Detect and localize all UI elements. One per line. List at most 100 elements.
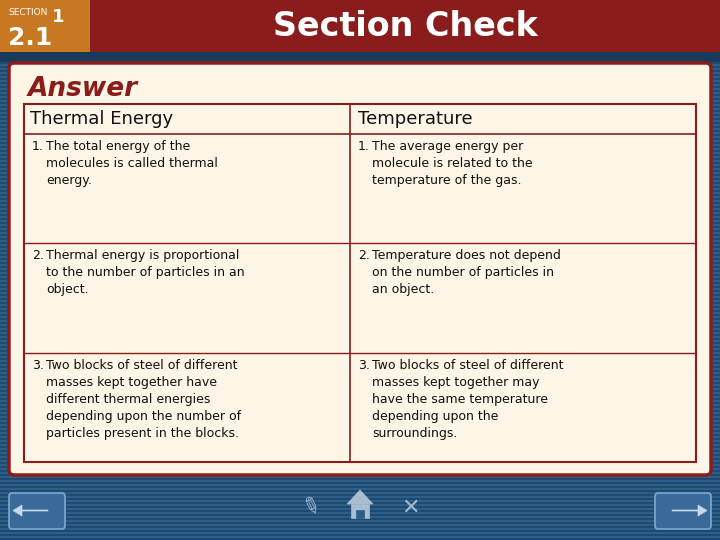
Bar	[0, 298, 720, 300]
Bar	[0, 398, 720, 400]
Bar	[0, 2, 720, 4]
Bar	[0, 430, 720, 432]
Bar	[0, 410, 720, 412]
Text: The average energy per
molecule is related to the
temperature of the gas.: The average energy per molecule is relat…	[372, 140, 533, 187]
Bar	[0, 218, 720, 220]
Bar	[0, 182, 720, 184]
Bar	[0, 154, 720, 156]
Bar	[0, 262, 720, 264]
Text: 3.: 3.	[358, 359, 370, 372]
Bar	[0, 246, 720, 248]
Bar	[0, 534, 720, 536]
Bar	[0, 538, 720, 540]
Bar	[0, 170, 720, 172]
Text: 2.1: 2.1	[8, 26, 53, 50]
Bar	[0, 258, 720, 260]
Bar	[0, 314, 720, 316]
Bar	[0, 354, 720, 356]
Bar	[0, 286, 720, 288]
Bar	[0, 322, 720, 324]
Bar	[0, 214, 720, 216]
Bar	[0, 98, 720, 100]
Bar	[0, 150, 720, 152]
Text: ✕: ✕	[401, 498, 419, 518]
Bar	[0, 74, 720, 76]
Bar	[0, 66, 720, 68]
Bar	[0, 406, 720, 408]
Bar	[0, 178, 720, 180]
Text: Answer: Answer	[28, 76, 138, 102]
Bar	[24, 104, 350, 134]
Bar	[0, 290, 720, 292]
Bar	[0, 446, 720, 448]
Bar	[0, 346, 720, 348]
Bar	[0, 338, 720, 340]
Text: Temperature: Temperature	[358, 110, 472, 128]
Bar	[0, 0, 90, 52]
Bar	[0, 22, 720, 24]
Bar	[24, 104, 696, 462]
Bar	[0, 166, 720, 168]
Bar	[0, 494, 720, 496]
Bar	[0, 70, 720, 72]
Bar	[0, 282, 720, 284]
Bar	[351, 504, 369, 518]
Bar	[0, 462, 720, 464]
Bar	[0, 254, 720, 256]
Text: 1.: 1.	[32, 140, 44, 153]
Bar	[0, 250, 720, 252]
Bar	[0, 270, 720, 272]
Bar	[0, 466, 720, 468]
Bar	[0, 442, 720, 444]
Bar	[0, 498, 720, 500]
Bar	[0, 426, 720, 428]
FancyBboxPatch shape	[655, 493, 711, 529]
Bar	[0, 206, 720, 208]
Text: 2.: 2.	[32, 249, 44, 262]
Bar	[0, 450, 720, 452]
Polygon shape	[13, 505, 48, 516]
Bar	[0, 342, 720, 344]
Bar	[0, 506, 720, 508]
Bar	[0, 470, 720, 472]
Bar	[0, 486, 720, 488]
Bar	[0, 54, 720, 56]
Bar	[0, 350, 720, 352]
Bar	[0, 42, 720, 44]
Bar	[0, 422, 720, 424]
Bar	[0, 126, 720, 128]
Bar	[0, 122, 720, 124]
Bar	[0, 18, 720, 20]
Bar	[0, 330, 720, 332]
Text: Thermal Energy: Thermal Energy	[30, 110, 173, 128]
Bar	[0, 294, 720, 296]
Text: 2.: 2.	[358, 249, 370, 262]
Bar	[0, 370, 720, 372]
Bar	[0, 414, 720, 416]
Bar	[0, 242, 720, 244]
Bar	[0, 78, 720, 80]
Bar	[0, 454, 720, 456]
Bar	[0, 26, 720, 28]
Bar	[0, 482, 720, 484]
Bar	[0, 478, 720, 480]
Bar	[0, 386, 720, 388]
Text: Two blocks of steel of different
masses kept together have
different thermal ene: Two blocks of steel of different masses …	[46, 359, 241, 440]
FancyBboxPatch shape	[9, 63, 711, 475]
Bar	[0, 434, 720, 436]
Bar	[0, 210, 720, 212]
Bar	[0, 50, 720, 52]
Text: Section Check: Section Check	[273, 10, 537, 43]
Bar	[0, 10, 720, 12]
Bar	[0, 490, 720, 492]
Bar	[0, 202, 720, 204]
Bar	[0, 62, 720, 64]
Bar	[0, 86, 720, 88]
Bar	[0, 402, 720, 404]
Bar	[0, 106, 720, 108]
Bar	[0, 198, 720, 200]
Bar	[0, 378, 720, 380]
Bar	[0, 366, 720, 368]
Bar	[0, 30, 720, 32]
Bar	[0, 34, 720, 36]
